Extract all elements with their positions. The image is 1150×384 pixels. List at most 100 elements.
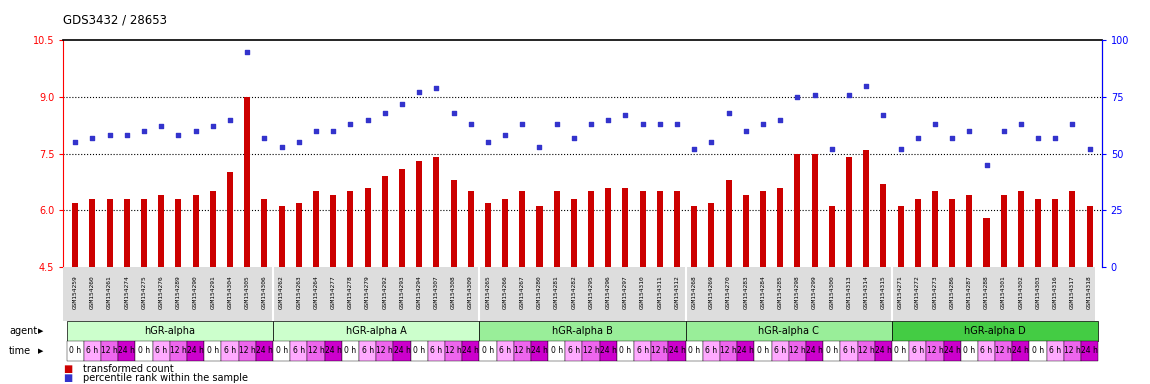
Bar bbox=[520, 191, 526, 267]
Text: 12 h: 12 h bbox=[514, 346, 530, 356]
FancyBboxPatch shape bbox=[685, 321, 892, 341]
Text: GSM154289: GSM154289 bbox=[176, 275, 181, 309]
Point bbox=[513, 121, 531, 127]
Text: 24 h: 24 h bbox=[256, 346, 273, 356]
Text: 24 h: 24 h bbox=[187, 346, 204, 356]
FancyBboxPatch shape bbox=[789, 341, 806, 361]
FancyBboxPatch shape bbox=[67, 321, 273, 341]
Text: 0 h: 0 h bbox=[551, 346, 562, 356]
Point bbox=[204, 123, 222, 129]
Bar bbox=[227, 172, 233, 267]
FancyBboxPatch shape bbox=[222, 341, 238, 361]
Text: GSM154308: GSM154308 bbox=[451, 275, 457, 309]
FancyBboxPatch shape bbox=[841, 341, 858, 361]
FancyBboxPatch shape bbox=[927, 341, 943, 361]
FancyBboxPatch shape bbox=[1046, 341, 1064, 361]
Text: GSM154283: GSM154283 bbox=[743, 275, 749, 309]
Text: 12 h: 12 h bbox=[720, 346, 737, 356]
Point bbox=[427, 85, 445, 91]
Text: GSM154305: GSM154305 bbox=[245, 275, 250, 309]
Point bbox=[186, 128, 205, 134]
Text: GSM154265: GSM154265 bbox=[485, 275, 490, 309]
Bar bbox=[1018, 191, 1024, 267]
Bar bbox=[261, 199, 268, 267]
Bar bbox=[622, 188, 628, 267]
Bar bbox=[296, 203, 301, 267]
Point bbox=[857, 83, 875, 89]
Text: GSM154261: GSM154261 bbox=[107, 275, 113, 309]
Bar bbox=[674, 191, 680, 267]
Point bbox=[960, 128, 979, 134]
FancyBboxPatch shape bbox=[531, 341, 549, 361]
FancyBboxPatch shape bbox=[549, 341, 566, 361]
FancyBboxPatch shape bbox=[910, 341, 927, 361]
Text: 6 h: 6 h bbox=[774, 346, 787, 356]
FancyBboxPatch shape bbox=[273, 321, 480, 341]
Text: 6 h: 6 h bbox=[155, 346, 167, 356]
FancyBboxPatch shape bbox=[806, 341, 823, 361]
Text: ■: ■ bbox=[63, 364, 72, 374]
Point bbox=[788, 94, 806, 100]
Point bbox=[83, 135, 101, 141]
FancyBboxPatch shape bbox=[685, 341, 703, 361]
FancyBboxPatch shape bbox=[720, 341, 737, 361]
Text: 6 h: 6 h bbox=[1049, 346, 1061, 356]
Bar bbox=[743, 195, 749, 267]
Bar bbox=[777, 188, 783, 267]
Text: GSM154294: GSM154294 bbox=[416, 275, 422, 309]
Text: GSM154267: GSM154267 bbox=[520, 275, 524, 309]
Text: GSM154281: GSM154281 bbox=[554, 275, 559, 309]
FancyBboxPatch shape bbox=[943, 341, 960, 361]
Text: 24 h: 24 h bbox=[944, 346, 960, 356]
Text: 12 h: 12 h bbox=[170, 346, 186, 356]
Point bbox=[943, 135, 961, 141]
FancyBboxPatch shape bbox=[960, 341, 978, 361]
Text: 6 h: 6 h bbox=[843, 346, 856, 356]
Text: GSM154276: GSM154276 bbox=[159, 275, 163, 309]
Text: 6 h: 6 h bbox=[224, 346, 236, 356]
FancyBboxPatch shape bbox=[651, 341, 668, 361]
Text: 0 h: 0 h bbox=[207, 346, 218, 356]
Point bbox=[359, 117, 377, 123]
FancyBboxPatch shape bbox=[428, 341, 445, 361]
FancyBboxPatch shape bbox=[462, 341, 480, 361]
Text: 0 h: 0 h bbox=[344, 346, 356, 356]
Bar bbox=[760, 191, 766, 267]
Point bbox=[668, 121, 687, 127]
Text: GSM154273: GSM154273 bbox=[933, 275, 937, 309]
Text: time: time bbox=[9, 346, 31, 356]
Text: GSM154279: GSM154279 bbox=[365, 275, 370, 309]
Text: 24 h: 24 h bbox=[531, 346, 547, 356]
Text: GSM154309: GSM154309 bbox=[468, 275, 473, 309]
Text: ▶: ▶ bbox=[38, 328, 44, 334]
Bar bbox=[209, 191, 216, 267]
Point bbox=[703, 139, 721, 146]
Text: 6 h: 6 h bbox=[912, 346, 923, 356]
Text: GSM154318: GSM154318 bbox=[1087, 275, 1092, 309]
Text: GSM154315: GSM154315 bbox=[881, 275, 886, 309]
Point bbox=[565, 135, 583, 141]
Point bbox=[978, 162, 996, 168]
Point bbox=[290, 139, 308, 146]
FancyBboxPatch shape bbox=[359, 341, 376, 361]
Text: 24 h: 24 h bbox=[600, 346, 616, 356]
Bar bbox=[537, 207, 543, 267]
Bar bbox=[503, 199, 508, 267]
FancyBboxPatch shape bbox=[566, 341, 582, 361]
Text: GSM154277: GSM154277 bbox=[331, 275, 336, 309]
Text: 6 h: 6 h bbox=[499, 346, 511, 356]
Point bbox=[100, 132, 118, 139]
FancyBboxPatch shape bbox=[445, 341, 462, 361]
Text: 24 h: 24 h bbox=[324, 346, 342, 356]
Text: 12 h: 12 h bbox=[1064, 346, 1081, 356]
Text: GSM154287: GSM154287 bbox=[967, 275, 972, 309]
Bar bbox=[451, 180, 457, 267]
FancyBboxPatch shape bbox=[703, 341, 720, 361]
Point bbox=[342, 121, 360, 127]
Text: GSM154264: GSM154264 bbox=[314, 275, 319, 309]
FancyBboxPatch shape bbox=[255, 341, 273, 361]
FancyBboxPatch shape bbox=[995, 341, 1012, 361]
FancyBboxPatch shape bbox=[514, 341, 531, 361]
FancyBboxPatch shape bbox=[307, 341, 324, 361]
FancyBboxPatch shape bbox=[582, 341, 599, 361]
